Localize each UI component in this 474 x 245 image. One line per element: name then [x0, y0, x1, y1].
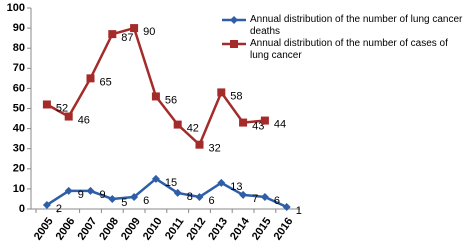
y-tick-label: 10 — [13, 183, 25, 195]
data-label: 52 — [56, 102, 68, 114]
data-label: 9 — [78, 189, 84, 201]
point — [86, 186, 95, 195]
data-label: 90 — [143, 26, 155, 38]
data-label: 15 — [165, 177, 177, 189]
data-label: 87 — [121, 32, 133, 44]
point — [173, 120, 182, 129]
y-tick-label: 20 — [13, 163, 25, 175]
point — [108, 194, 117, 203]
y-tick-label: 80 — [13, 42, 25, 54]
data-label: 6 — [209, 195, 215, 207]
data-label: 5 — [121, 197, 127, 209]
data-label: 58 — [230, 90, 242, 102]
data-label: 42 — [187, 122, 199, 134]
point — [86, 74, 95, 83]
point — [151, 92, 160, 101]
legend-label: Annual distribution of the number of cas… — [250, 38, 448, 61]
point — [42, 200, 51, 209]
data-label: 2 — [56, 203, 62, 215]
point — [217, 88, 226, 97]
point — [217, 178, 226, 187]
point — [230, 40, 238, 48]
x-tick-label: 2014 — [228, 215, 252, 243]
data-label: 8 — [187, 191, 193, 203]
y-tick-label: 30 — [13, 143, 25, 155]
x-tick-label: 2013 — [206, 216, 230, 243]
point — [239, 118, 248, 127]
data-label: 6 — [274, 195, 280, 207]
point — [195, 140, 204, 149]
y-tick-label: 90 — [13, 22, 25, 34]
point — [195, 192, 204, 201]
x-tick-label: 2015 — [250, 216, 274, 243]
x-tick-label: 2008 — [97, 216, 121, 243]
point — [64, 112, 73, 121]
point — [108, 30, 117, 39]
y-tick-label: 50 — [13, 102, 25, 114]
point — [239, 190, 248, 199]
y-tick-label: 70 — [13, 62, 25, 74]
y-tick-label: 40 — [13, 123, 25, 135]
point — [42, 100, 51, 109]
point — [282, 202, 291, 211]
y-tick-label: 0 — [19, 203, 25, 215]
x-tick-label: 2006 — [54, 216, 78, 243]
x-tick-label: 2007 — [75, 216, 99, 243]
point — [230, 16, 238, 24]
data-label: 9 — [100, 189, 106, 201]
x-tick-label: 2016 — [272, 216, 296, 243]
data-label: 44 — [274, 118, 286, 130]
point — [64, 186, 73, 195]
x-tick-label: 2005 — [32, 216, 56, 243]
point — [151, 174, 160, 183]
y-tick-label: 100 — [7, 2, 25, 14]
point — [130, 24, 139, 33]
x-tick-label: 2010 — [141, 216, 165, 243]
x-tick-label: 2011 — [163, 216, 187, 242]
point — [260, 116, 269, 125]
point — [173, 188, 182, 197]
data-label: 13 — [230, 181, 242, 193]
y-tick-label: 60 — [13, 82, 25, 94]
data-label: 46 — [78, 114, 90, 126]
data-label: 32 — [209, 143, 221, 155]
point — [130, 192, 139, 201]
legend-label: Annual distribution of the number of lun… — [250, 14, 463, 37]
data-label: 65 — [100, 76, 112, 88]
data-label: 6 — [143, 195, 149, 207]
data-label: 56 — [165, 94, 177, 106]
x-tick-label: 2009 — [119, 216, 143, 243]
x-tick-label: 2012 — [184, 216, 208, 243]
data-label: 7 — [252, 193, 258, 205]
point — [260, 192, 269, 201]
data-label: 1 — [296, 205, 302, 217]
